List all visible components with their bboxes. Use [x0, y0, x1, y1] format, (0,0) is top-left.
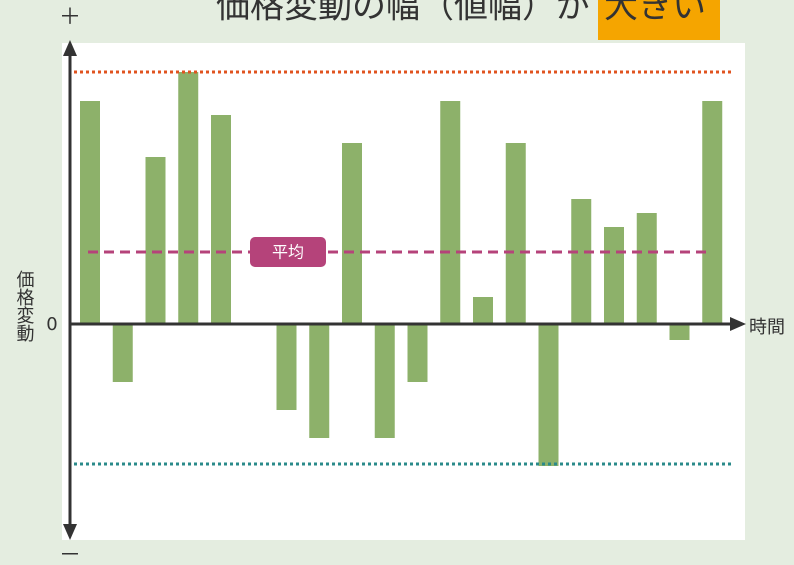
- bar: [669, 324, 690, 340]
- y-axis-arrow-top: [63, 40, 77, 56]
- bar: [604, 227, 624, 324]
- chart-title: 価格変動の幅（値幅）が: [216, 0, 590, 27]
- y-top-label: ＋: [59, 5, 81, 30]
- bar: [636, 213, 657, 324]
- reference-label-box: [250, 237, 326, 267]
- y-bottom-label: －: [59, 543, 81, 565]
- bar: [276, 324, 297, 410]
- bar: [309, 324, 330, 438]
- bar: [505, 143, 526, 324]
- y-axis-label-text: 価格変動: [14, 270, 35, 342]
- bar: [112, 324, 133, 382]
- title-highlight: 大きい: [604, 0, 706, 27]
- x-axis-arrow: [730, 317, 746, 331]
- zero-label: 0: [46, 314, 57, 335]
- y-axis-label: 価格変動: [14, 270, 35, 342]
- reference-label: 平均: [272, 243, 304, 262]
- bar: [211, 115, 231, 324]
- bar: [374, 324, 395, 438]
- bar: [145, 157, 166, 324]
- plot-area: [62, 43, 745, 540]
- bar: [178, 72, 199, 324]
- x-axis-label: 時間: [749, 317, 785, 338]
- y-axis-arrow-bottom: [63, 524, 77, 540]
- title-highlight-box: [598, 0, 720, 40]
- bar: [440, 101, 461, 324]
- bar: [342, 143, 362, 324]
- bar: [571, 199, 592, 324]
- bar: [473, 297, 493, 324]
- bar: [80, 101, 100, 324]
- bar: [538, 324, 559, 466]
- bar: [702, 101, 723, 324]
- bar: [407, 324, 428, 382]
